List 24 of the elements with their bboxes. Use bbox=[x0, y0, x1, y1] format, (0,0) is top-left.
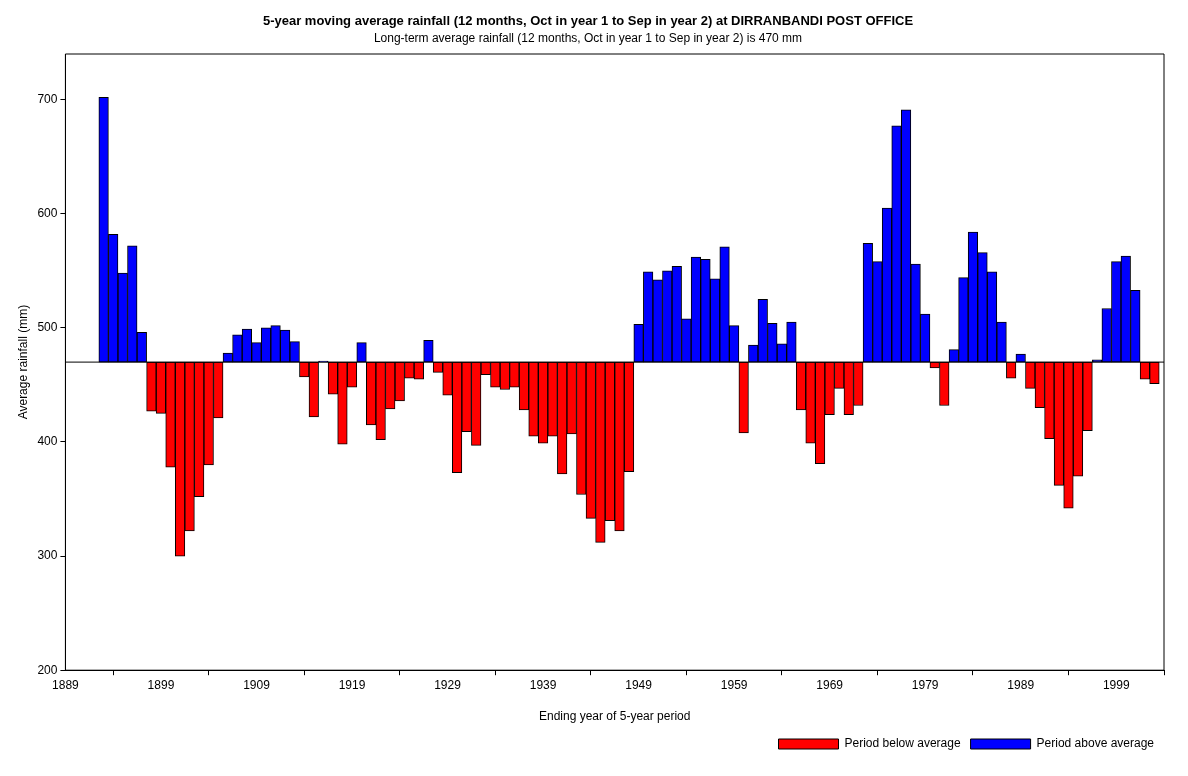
y-axis-title: Average rainfall (mm) bbox=[15, 304, 30, 420]
chart-title: 5-year moving average rainfall (12 months, Oct in year 1 to Sep in year 2) at DIRRANBANDI POST OFFICE bbox=[262, 13, 914, 29]
x-tick-label: 1999 bbox=[1102, 677, 1130, 692]
chart-subtitle: Long-term average rainfall (12 months, Oct in year 1 to Sep in year 2) is 470 mm bbox=[373, 31, 803, 46]
x-tick-label: 1889 bbox=[52, 677, 80, 692]
legend-label: Period below average bbox=[844, 736, 961, 751]
y-tick-label: 200 bbox=[37, 662, 58, 677]
x-tick-label: 1959 bbox=[720, 677, 748, 692]
x-tick-label: 1909 bbox=[243, 677, 271, 692]
x-tick-label: 1929 bbox=[434, 677, 462, 692]
x-tick-label: 1939 bbox=[529, 677, 557, 692]
legend-label: Period above average bbox=[1036, 736, 1155, 751]
x-tick-label: 1919 bbox=[338, 677, 366, 692]
y-tick-label: 700 bbox=[37, 91, 58, 106]
x-axis-title: Ending year of 5-year period bbox=[538, 709, 691, 724]
y-tick-label: 300 bbox=[37, 548, 58, 563]
x-tick-label: 1949 bbox=[625, 677, 653, 692]
x-tick-label: 1899 bbox=[147, 677, 175, 692]
x-tick-label: 1969 bbox=[816, 677, 844, 692]
y-tick-label: 500 bbox=[37, 320, 58, 335]
x-tick-label: 1989 bbox=[1007, 677, 1035, 692]
y-tick-label: 600 bbox=[37, 206, 58, 221]
y-tick-label: 400 bbox=[37, 434, 58, 449]
x-tick-label: 1979 bbox=[911, 677, 939, 692]
